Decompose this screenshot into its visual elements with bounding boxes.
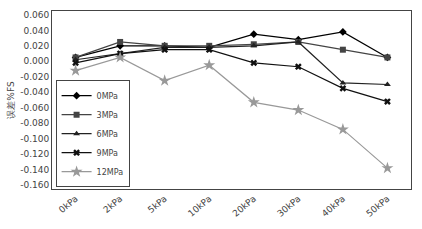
svg-text:-0.080: -0.080 [20, 118, 49, 128]
svg-text:2kPa: 2kPa [101, 194, 124, 215]
svg-text:-0.160: -0.160 [20, 180, 49, 190]
svg-text:9MPa: 9MPa [97, 149, 118, 158]
svg-text:-0.040: -0.040 [20, 87, 49, 97]
svg-text:0.020: 0.020 [23, 41, 49, 51]
svg-text:0.000: 0.000 [23, 56, 49, 66]
svg-text:-0.140: -0.140 [20, 165, 49, 175]
svg-text:12MPa: 12MPa [97, 168, 124, 177]
svg-text:0.040: 0.040 [23, 26, 49, 36]
svg-text:10kPa: 10kPa [186, 194, 213, 219]
svg-text:5kPa: 5kPa [146, 194, 169, 215]
svg-text:误差%FS: 误差%FS [6, 81, 16, 119]
svg-text:-0.120: -0.120 [20, 149, 49, 159]
svg-text:-0.100: -0.100 [20, 134, 49, 144]
svg-text:40kPa: 40kPa [320, 194, 347, 219]
svg-text:6MPa: 6MPa [97, 130, 118, 139]
svg-text:20kPa: 20kPa [231, 194, 258, 219]
svg-text:50kPa: 50kPa [364, 194, 391, 219]
svg-text:0MPa: 0MPa [97, 92, 118, 101]
svg-text:0.060: 0.060 [23, 10, 49, 20]
svg-text:3MPa: 3MPa [97, 111, 118, 120]
svg-text:0kPa: 0kPa [57, 194, 80, 215]
svg-text:-0.020: -0.020 [20, 72, 49, 82]
svg-text:30kPa: 30kPa [275, 194, 302, 219]
svg-text:-0.060: -0.060 [20, 103, 49, 113]
